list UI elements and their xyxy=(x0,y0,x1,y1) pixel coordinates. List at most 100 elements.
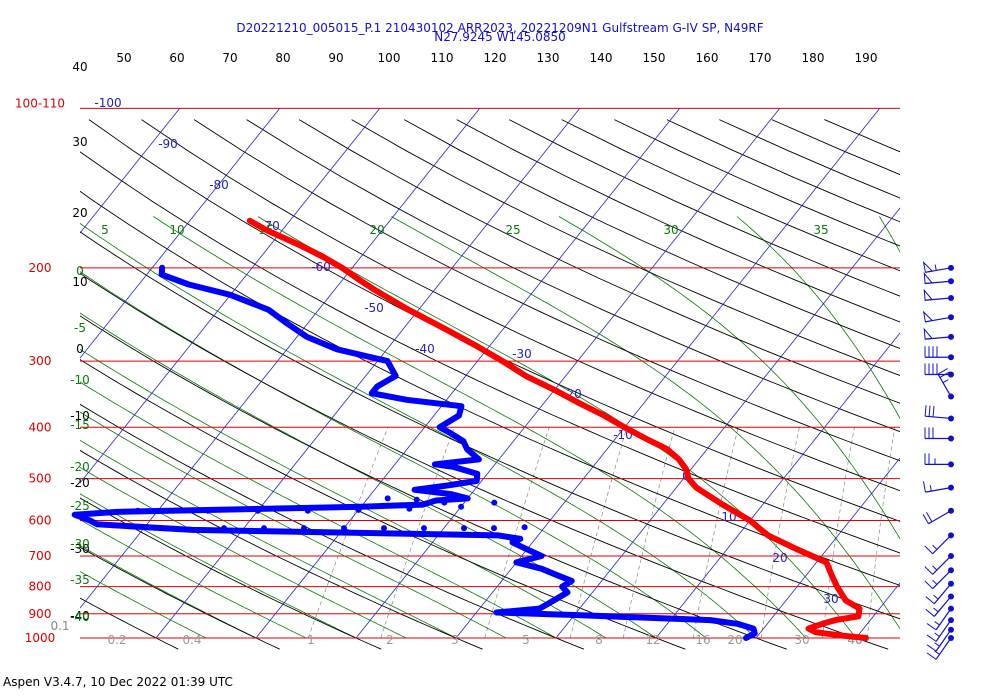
wind-barb-flag xyxy=(922,513,929,524)
pressure-tick-label: 400 xyxy=(29,420,52,434)
top-axis-label: 80 xyxy=(275,51,290,65)
height-tick-label: 40 xyxy=(72,60,87,74)
software-footer: Aspen V3.4.7, 10 Dec 2022 01:39 UTC xyxy=(3,675,233,689)
wind-barb xyxy=(925,593,954,617)
wind-barb-flag xyxy=(928,405,931,417)
wind-barb-pennant xyxy=(923,327,934,340)
mixing-ratio-label: 30 xyxy=(794,633,809,647)
wind-barb-half-flag xyxy=(932,579,938,585)
moist-adiabat-line xyxy=(80,493,357,639)
isotherm-line xyxy=(255,108,681,639)
dewpoint-point xyxy=(381,525,387,532)
isotherm-line xyxy=(755,457,900,639)
wind-barb xyxy=(924,532,954,555)
mixing-ratio-label: 1 xyxy=(307,633,315,647)
dewpoint-point xyxy=(261,525,267,532)
height-tick-label: -40 xyxy=(70,609,90,623)
wind-barb xyxy=(924,405,954,422)
wind-barb xyxy=(924,363,954,378)
mixing-ratio-line xyxy=(692,427,739,639)
height-tick-label: 10 xyxy=(72,275,87,289)
moist-adiabat-line xyxy=(80,381,557,639)
moist-adiabat-left-label: -40 xyxy=(70,610,90,624)
dry-adiabat-line xyxy=(246,119,900,433)
moist-adiabat-line xyxy=(80,545,257,639)
isotherm-label: 20 xyxy=(772,551,787,565)
mixing-ratio-label: 16 xyxy=(695,633,710,647)
wind-barb-flag xyxy=(922,481,926,493)
wind-barb-staff xyxy=(935,629,952,652)
moist-adiabat-left-label: -15 xyxy=(70,418,90,432)
wind-barb xyxy=(937,368,954,400)
dewpoint-point xyxy=(491,525,497,532)
isotherm-label: 30 xyxy=(823,592,838,606)
wind-barb-flag xyxy=(924,405,927,417)
isotherms xyxy=(80,108,900,639)
top-axis-label: 150 xyxy=(643,51,666,65)
dewpoint-point xyxy=(461,525,467,532)
wind-barb xyxy=(922,310,954,323)
dewpoint-point xyxy=(406,505,413,512)
wind-barb xyxy=(923,271,954,285)
dewpoint-profile-line xyxy=(71,264,758,641)
moist-adiabat-left-label: 0 xyxy=(76,264,84,278)
wind-barb-half-flag xyxy=(932,565,938,571)
mixing-ratio-line xyxy=(970,427,987,638)
wind-barb xyxy=(924,567,954,590)
wind-barb-staff xyxy=(937,373,952,397)
top-axis-label: 100 xyxy=(378,51,401,65)
wind-barb xyxy=(922,261,954,273)
wind-barb xyxy=(922,507,954,525)
dewpoint-point xyxy=(355,506,362,513)
dewpoint-point xyxy=(254,507,261,514)
wind-barb xyxy=(924,453,954,468)
dewpoint-point xyxy=(521,524,528,531)
temperature-series xyxy=(246,217,869,641)
wind-barb-flag xyxy=(937,368,948,375)
moist-adiabat-left-label: -10 xyxy=(70,373,90,387)
wind-barb-half-flag xyxy=(934,650,940,655)
wind-barb-half-flag xyxy=(934,632,940,637)
top-axis-label: 120 xyxy=(484,51,507,65)
dewpoint-series xyxy=(71,264,758,641)
top-axis-label: 90 xyxy=(328,51,343,65)
wind-barb-flag xyxy=(926,511,933,522)
moist-adiabat-left-label: -30 xyxy=(70,537,90,551)
wind-barb xyxy=(926,605,954,631)
dry-adiabat-line xyxy=(508,119,900,297)
wind-barb xyxy=(922,481,954,493)
wind-barb-staff xyxy=(933,596,952,617)
wind-barb-flag xyxy=(924,580,933,590)
dry-adiabat-line xyxy=(141,119,900,492)
dewpoint-point xyxy=(413,496,420,503)
dry-adiabat-line xyxy=(80,358,686,650)
wind-barb xyxy=(923,327,954,340)
chart-header-line2: N27.9245 W145.0850 xyxy=(434,30,566,44)
pressure-tick-label: 100-110 xyxy=(15,96,65,110)
isotherm-line xyxy=(355,108,781,639)
dewpoint-point xyxy=(384,495,391,502)
moist-adiabat-top-label: 5 xyxy=(101,223,109,237)
dry-adiabat-line xyxy=(403,119,900,349)
wind-barb-flag xyxy=(924,566,933,575)
mixing-ratio-line xyxy=(903,427,927,638)
wind-barb-half-flag xyxy=(942,379,949,384)
mixing-ratio-label: 0.4 xyxy=(182,633,201,647)
pressure-tick-label: 800 xyxy=(29,580,52,594)
wind-barb-flag xyxy=(924,545,933,555)
wind-barb xyxy=(924,346,954,361)
top-axis-label: 50 xyxy=(116,51,131,65)
dewpoint-point xyxy=(301,525,307,532)
height-tick-label: 20 xyxy=(72,206,87,220)
wind-barb-half-flag xyxy=(933,607,939,613)
isotherm-label: -60 xyxy=(311,260,331,274)
dewpoint-point xyxy=(458,503,465,510)
height-tick-label: 30 xyxy=(72,135,87,149)
wind-barb xyxy=(926,635,954,660)
isotherm-line xyxy=(655,332,900,639)
isotherm-label: -40 xyxy=(415,342,435,356)
height-tick-label: -30 xyxy=(70,542,90,556)
mixing-ratio-label: 3 xyxy=(451,633,459,647)
wind-barb-flag xyxy=(925,608,935,617)
